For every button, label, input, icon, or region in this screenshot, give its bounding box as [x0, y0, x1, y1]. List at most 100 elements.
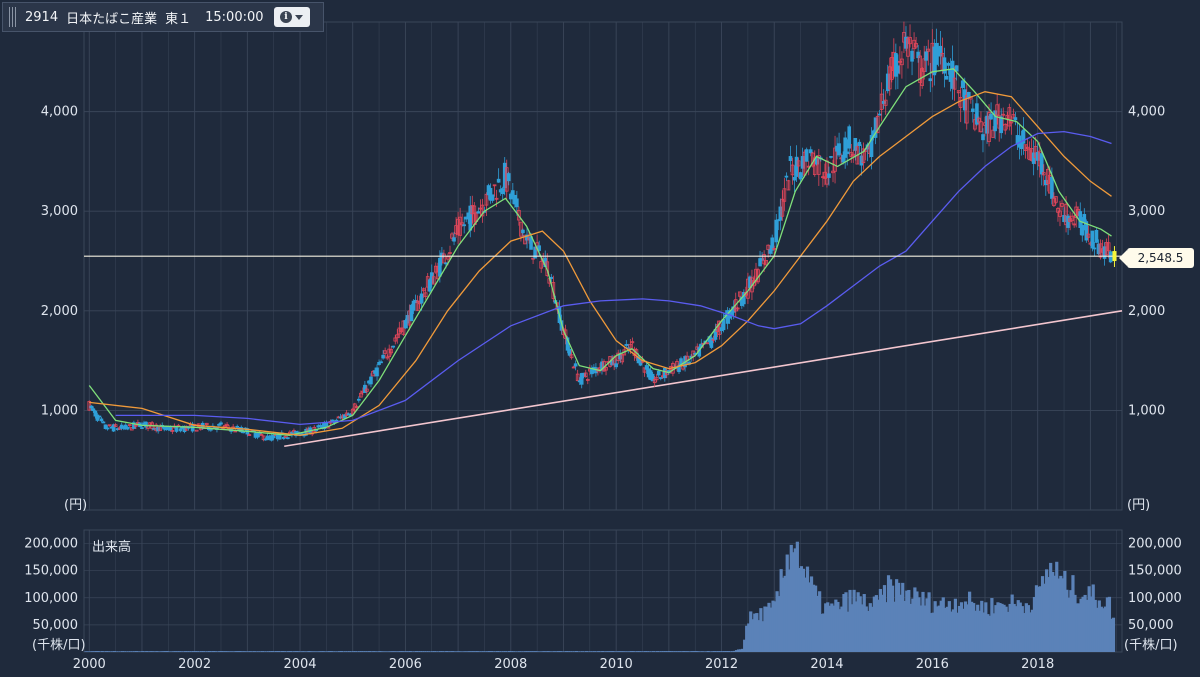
candle-body: [847, 126, 852, 149]
volume-bar: [254, 651, 258, 652]
volume-bar: [534, 651, 538, 652]
volume-bar: [315, 651, 319, 652]
volume-bar: [382, 651, 386, 652]
candle-body: [1058, 210, 1062, 217]
volume-bar: [461, 651, 465, 652]
volume-bar: [114, 651, 119, 652]
candle-body: [989, 113, 993, 120]
volume-bar: [884, 602, 889, 652]
volume-bar: [497, 651, 502, 652]
volume-bar: [714, 651, 718, 652]
volume-bar: [143, 651, 147, 652]
volume-bar: [921, 591, 925, 652]
candle-body: [579, 373, 584, 385]
volume-bar: [228, 651, 232, 652]
info-menu-button[interactable]: i: [273, 7, 310, 27]
volume-bar: [503, 651, 508, 652]
volume-bar: [767, 602, 771, 652]
candle-body: [817, 155, 821, 175]
volume-bar: [126, 651, 131, 652]
volume-bar: [108, 651, 112, 652]
volume-bar: [124, 651, 129, 652]
volume-bar: [763, 606, 767, 652]
candle-body: [993, 110, 997, 132]
candle-body: [369, 376, 373, 385]
y-tick-label-left: 3,000: [41, 204, 78, 219]
volume-bar: [430, 651, 435, 652]
candle-body: [898, 60, 902, 63]
volume-bar: [272, 651, 277, 652]
volume-bar: [507, 651, 512, 652]
candle-body: [887, 66, 892, 90]
volume-bar: [216, 651, 220, 652]
candle-body: [656, 370, 661, 376]
candle-body: [573, 363, 578, 367]
volume-bar: [832, 605, 836, 652]
candle-body: [654, 377, 659, 381]
volume-bar: [803, 577, 808, 652]
volume-bar: [402, 651, 406, 652]
volume-bar: [522, 651, 526, 652]
volume-bar: [710, 651, 714, 652]
volume-bar: [398, 651, 402, 652]
volume-bar: [1047, 577, 1051, 652]
drag-handle-icon[interactable]: [9, 7, 17, 27]
volume-bar: [1087, 586, 1091, 652]
candle-body: [752, 280, 756, 287]
x-tick-label: 2014: [810, 657, 843, 672]
y-tick-label-right: 3,000: [1128, 204, 1165, 219]
candle-body: [873, 117, 878, 138]
volume-bar: [226, 651, 230, 652]
volume-bar: [406, 651, 410, 652]
volume-bar: [850, 604, 854, 652]
candle-body: [869, 134, 874, 157]
candle-body: [125, 426, 130, 430]
volume-bar: [1079, 598, 1083, 652]
volume-bar: [607, 651, 611, 652]
candle-body: [1074, 206, 1078, 218]
candle-body: [567, 348, 572, 356]
volume-bar: [939, 600, 943, 652]
candle-body: [247, 434, 252, 436]
volume-bar: [147, 651, 151, 652]
candle-body: [792, 176, 797, 181]
volume-bar: [1111, 617, 1116, 652]
volume-bar: [319, 651, 323, 652]
candle-body: [966, 92, 971, 98]
volume-bar: [157, 651, 161, 652]
volume-bar: [546, 651, 550, 652]
candle-body: [971, 108, 975, 112]
candle-body: [604, 367, 608, 371]
volume-bar: [741, 648, 745, 652]
timestamp: 15:00:00: [205, 9, 264, 25]
candle-body: [478, 207, 483, 210]
candle-body: [586, 379, 590, 381]
volume-bar: [222, 651, 226, 652]
candle-body: [1056, 208, 1060, 213]
candle-body: [525, 234, 529, 241]
volume-bar: [1065, 589, 1069, 652]
volume-bar: [862, 594, 866, 652]
candle-body: [638, 359, 643, 366]
volume-bar: [208, 651, 212, 652]
volume-bar: [591, 651, 595, 652]
volume-bar: [426, 651, 431, 652]
volume-bar: [293, 651, 297, 652]
volume-bar: [388, 651, 392, 652]
candle-body: [537, 245, 541, 251]
candle-body: [760, 258, 764, 261]
volume-bar: [777, 596, 781, 652]
volume-bar: [968, 591, 972, 652]
volume-bar: [992, 613, 996, 652]
volume-bar: [281, 651, 285, 652]
volume-bar: [1091, 584, 1095, 652]
candle-body: [322, 422, 327, 430]
volume-bar: [649, 651, 654, 652]
volume-bar: [441, 651, 445, 652]
volume-bar: [659, 651, 664, 652]
volume-bar: [647, 651, 652, 652]
candle-body: [912, 39, 916, 50]
volume-bar: [974, 610, 978, 652]
volume-bar: [349, 651, 354, 652]
